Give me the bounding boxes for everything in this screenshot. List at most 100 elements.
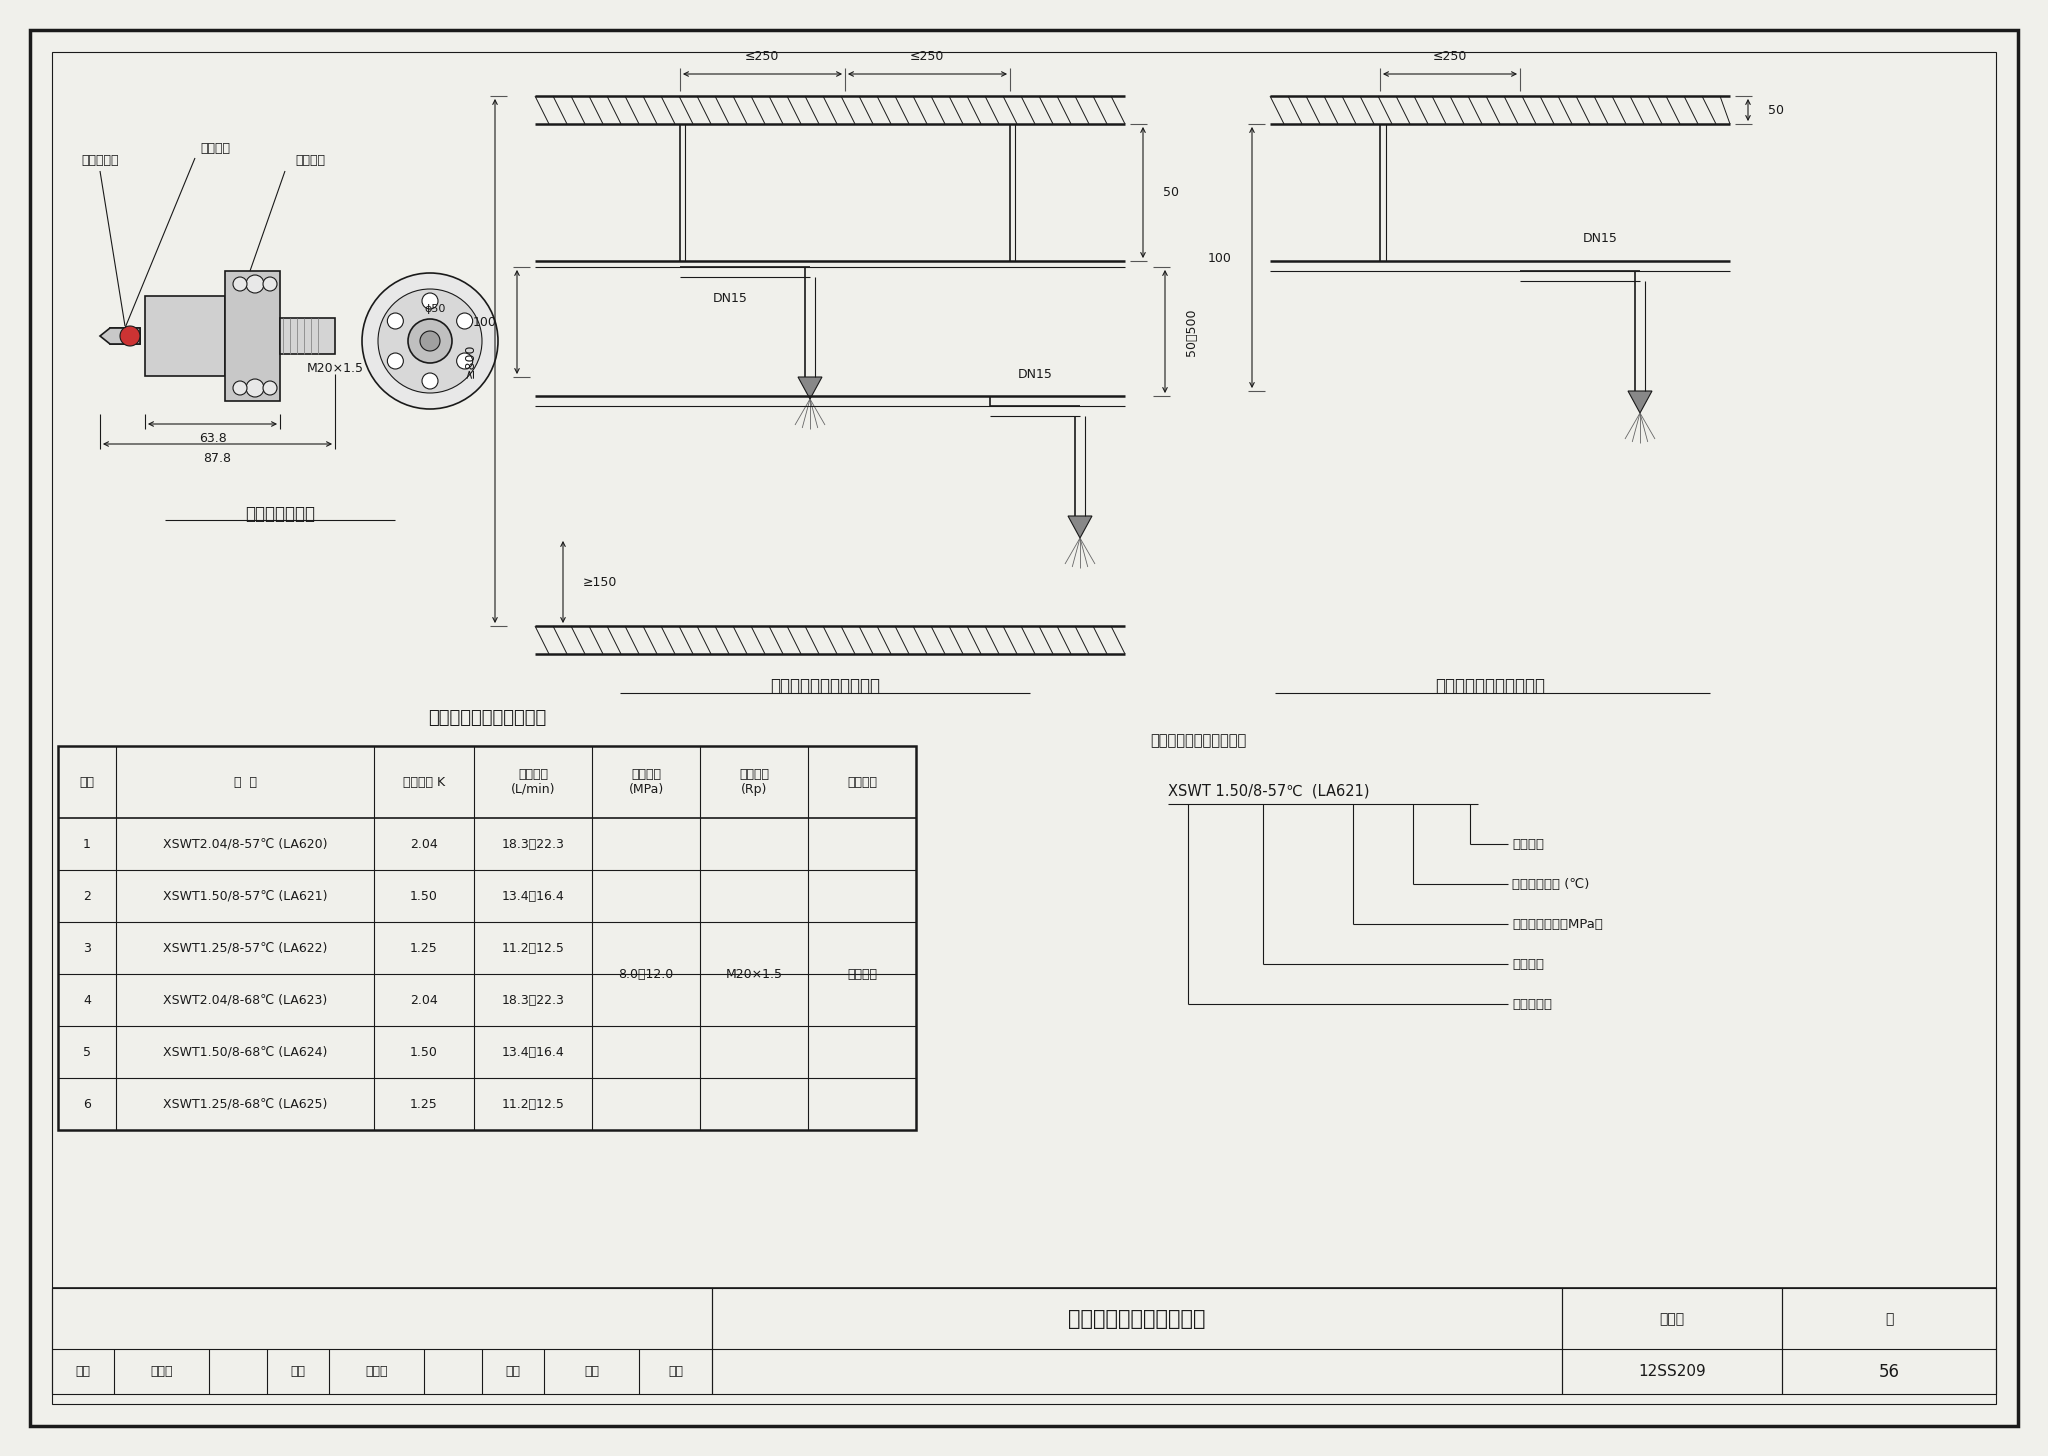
Circle shape xyxy=(262,381,276,395)
Bar xyxy=(713,1289,1563,1393)
Text: 100: 100 xyxy=(473,316,498,329)
Text: 嘱头本体: 嘱头本体 xyxy=(295,154,326,167)
Text: 审核: 审核 xyxy=(76,1366,90,1379)
Text: 50: 50 xyxy=(1163,186,1180,199)
Text: 闭式嘱头型号意义示例：: 闭式嘱头型号意义示例： xyxy=(1151,734,1247,748)
Text: 高压系统: 高压系统 xyxy=(848,967,877,980)
Text: 8.0～12.0: 8.0～12.0 xyxy=(618,967,674,980)
Text: 11.2～12.5: 11.2～12.5 xyxy=(502,942,565,955)
Text: 100: 100 xyxy=(1208,252,1233,265)
Text: XSWT 1.50/8-57℃  (LA621): XSWT 1.50/8-57℃ (LA621) xyxy=(1167,783,1370,798)
Bar xyxy=(1782,1289,1997,1393)
Text: 2: 2 xyxy=(84,890,90,903)
Text: 型  号: 型 号 xyxy=(233,776,256,789)
Text: ≥800: ≥800 xyxy=(465,344,477,379)
Text: 13.4～16.4: 13.4～16.4 xyxy=(502,1045,565,1059)
Circle shape xyxy=(262,277,276,291)
Text: ≤250: ≤250 xyxy=(909,50,944,63)
Text: 63.8: 63.8 xyxy=(199,431,227,444)
Text: 洪亮: 洪亮 xyxy=(584,1366,598,1379)
Text: 流量系数 K: 流量系数 K xyxy=(403,776,444,789)
Text: 50: 50 xyxy=(1767,103,1784,116)
Text: XSWT1.50/8-57℃ (LA621): XSWT1.50/8-57℃ (LA621) xyxy=(162,890,328,903)
Circle shape xyxy=(422,373,438,389)
Bar xyxy=(57,745,915,1130)
Text: 闭式喷头外形图、安装图: 闭式喷头外形图、安装图 xyxy=(1069,1309,1206,1329)
Text: 1.25: 1.25 xyxy=(410,942,438,955)
Polygon shape xyxy=(799,377,821,399)
Text: 12SS209: 12SS209 xyxy=(1638,1364,1706,1379)
Circle shape xyxy=(387,313,403,329)
Text: 1.50: 1.50 xyxy=(410,1045,438,1059)
Text: M20×1.5: M20×1.5 xyxy=(307,361,365,374)
Text: 有吴顶时闭式嘱头安装图: 有吴顶时闭式嘱头安装图 xyxy=(770,677,881,695)
Text: ≤250: ≤250 xyxy=(745,50,778,63)
Text: 50～500: 50～500 xyxy=(1186,309,1198,355)
Bar xyxy=(145,296,225,376)
Text: 校对: 校对 xyxy=(291,1366,305,1379)
Circle shape xyxy=(457,313,473,329)
Text: 18.3～22.3: 18.3～22.3 xyxy=(502,993,565,1006)
Circle shape xyxy=(387,352,403,368)
Text: 额定流量
(L/min): 额定流量 (L/min) xyxy=(510,767,555,796)
Text: 无吴顶时闭式嘱头安装图: 无吴顶时闭式嘱头安装图 xyxy=(1436,677,1544,695)
Text: 56: 56 xyxy=(1878,1363,1898,1380)
Circle shape xyxy=(457,352,473,368)
Text: 2.04: 2.04 xyxy=(410,837,438,850)
Bar xyxy=(225,271,281,400)
Text: 页: 页 xyxy=(1884,1312,1892,1326)
Circle shape xyxy=(422,293,438,309)
Text: 公称动作温度 (℃): 公称动作温度 (℃) xyxy=(1511,878,1589,891)
Text: 1.25: 1.25 xyxy=(410,1098,438,1111)
Text: ϕ50: ϕ50 xyxy=(424,304,446,314)
Text: 1: 1 xyxy=(84,837,90,850)
Circle shape xyxy=(121,326,139,347)
Text: 工艺代号: 工艺代号 xyxy=(1511,837,1544,850)
Text: 感温玻璃泡: 感温玻璃泡 xyxy=(82,154,119,167)
Text: 1.50: 1.50 xyxy=(410,890,438,903)
Text: XSWT1.25/8-68℃ (LA625): XSWT1.25/8-68℃ (LA625) xyxy=(162,1098,328,1111)
Text: 87.8: 87.8 xyxy=(203,451,231,464)
Text: ≥150: ≥150 xyxy=(584,575,616,588)
Text: 闭式嘱头外形图: 闭式嘱头外形图 xyxy=(246,505,315,523)
Text: XSWT1.50/8-68℃ (LA624): XSWT1.50/8-68℃ (LA624) xyxy=(162,1045,328,1059)
Text: 2.04: 2.04 xyxy=(410,993,438,1006)
Text: 微型嘱嘴: 微型嘱嘴 xyxy=(201,141,229,154)
Polygon shape xyxy=(1067,515,1092,539)
Text: DN15: DN15 xyxy=(713,293,748,306)
Text: 刘炳海: 刘炳海 xyxy=(150,1366,172,1379)
Text: XSWT2.04/8-68℃ (LA623): XSWT2.04/8-68℃ (LA623) xyxy=(164,993,328,1006)
Text: 适用系统: 适用系统 xyxy=(848,776,877,789)
Circle shape xyxy=(362,272,498,409)
Circle shape xyxy=(233,277,248,291)
Text: 细水雾嘱头: 细水雾嘱头 xyxy=(1511,997,1552,1010)
Polygon shape xyxy=(1628,392,1653,414)
Text: 洪亮: 洪亮 xyxy=(668,1366,682,1379)
Text: M20×1.5: M20×1.5 xyxy=(725,967,782,980)
Text: 接口螺纹
(Rp): 接口螺纹 (Rp) xyxy=(739,767,768,796)
Text: 工作压力
(MPa): 工作压力 (MPa) xyxy=(629,767,664,796)
Circle shape xyxy=(246,379,264,397)
Text: 吴龙标: 吴龙标 xyxy=(365,1366,387,1379)
Circle shape xyxy=(233,381,248,395)
Text: 序号: 序号 xyxy=(80,776,94,789)
Text: DN15: DN15 xyxy=(1583,233,1618,246)
Text: XSWT1.25/8-57℃ (LA622): XSWT1.25/8-57℃ (LA622) xyxy=(162,942,328,955)
Text: XSWT2.04/8-57℃ (LA620): XSWT2.04/8-57℃ (LA620) xyxy=(162,837,328,850)
Text: DN15: DN15 xyxy=(1018,367,1053,380)
Bar xyxy=(1563,1289,1782,1393)
Circle shape xyxy=(408,319,453,363)
Text: 4: 4 xyxy=(84,993,90,1006)
Text: 6: 6 xyxy=(84,1098,90,1111)
Text: 闭式喷头技术性能参数表: 闭式喷头技术性能参数表 xyxy=(428,709,547,727)
Bar xyxy=(281,317,336,354)
Text: 设计: 设计 xyxy=(506,1366,520,1379)
Circle shape xyxy=(246,275,264,293)
Text: 3: 3 xyxy=(84,942,90,955)
Text: 11.2～12.5: 11.2～12.5 xyxy=(502,1098,565,1111)
Text: 流量系数: 流量系数 xyxy=(1511,958,1544,971)
Circle shape xyxy=(420,331,440,351)
Circle shape xyxy=(379,288,481,393)
Polygon shape xyxy=(100,328,139,344)
Bar xyxy=(51,1289,713,1393)
